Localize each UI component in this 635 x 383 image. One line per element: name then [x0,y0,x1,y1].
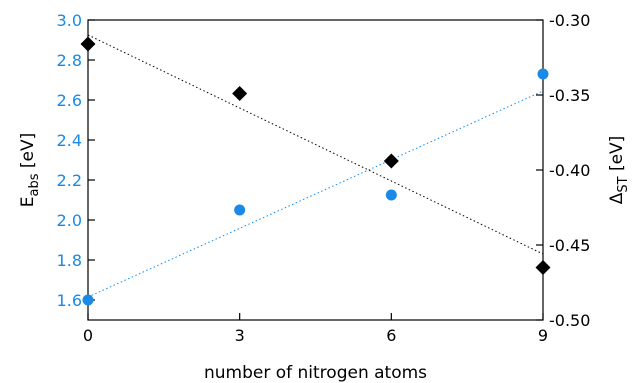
eabs-point [234,204,246,216]
y-left-tick-label: 3.0 [57,11,82,30]
y-left-tick-label: 1.6 [57,291,82,310]
plot-frame [87,19,544,321]
y-left-tick-label: 2.2 [57,171,82,190]
tick-labels: 1.6 1.8 2.0 2.2 2.4 2.6 2.8 3.0 -0.50 -0.45 -0.40 -… [57,11,591,345]
y-right-tick-label: -0.40 [549,161,590,180]
eabs-point [385,189,397,201]
x-tick-label: 3 [235,326,245,345]
dst-point [80,36,96,52]
x-tick-label: 6 [386,326,396,345]
left-axis-title-unit: [eV] [18,133,38,174]
left-axis-title-main: E [18,197,38,208]
right-axis-title: ΔST [eV] [607,136,631,205]
y-right-tick-label: -0.35 [549,86,590,105]
x-tick-label: 0 [83,326,93,345]
y-left-tick-label: 1.8 [57,251,82,270]
eabs-point [537,68,549,80]
trend-line-dst [87,34,544,255]
data-points [80,36,551,306]
left-axis-title: Eabs [eV] [18,133,42,208]
right-axis-title-sub: ST [616,176,631,192]
dst-point [383,153,399,169]
y-right-tick-label: -0.30 [549,11,590,30]
eabs-point [82,294,94,306]
y-right-tick-label: -0.50 [549,311,590,330]
right-axis-title-unit: [eV] [607,136,627,177]
y-left-tick-label: 2.0 [57,211,82,230]
y-right-tick-label: -0.45 [549,236,590,255]
axis-ticks [87,19,544,321]
dst-point [535,260,551,275]
trend-lines [87,34,544,298]
dst-point [232,86,248,101]
trend-line-eabs [87,90,544,298]
left-axis-title-sub: abs [27,173,42,196]
y-left-tick-label: 2.6 [57,91,82,110]
x-axis-title: number of nitrogen atoms [204,363,427,383]
x-tick-label: 9 [538,326,548,345]
right-axis-title-main: Δ [607,192,627,204]
y-left-tick-label: 2.8 [57,51,82,70]
y-left-tick-label: 2.4 [57,131,82,150]
